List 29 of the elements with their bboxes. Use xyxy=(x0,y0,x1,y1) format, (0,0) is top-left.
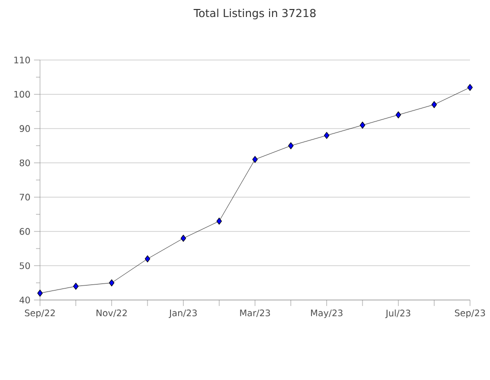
point xyxy=(252,156,258,163)
point xyxy=(180,234,186,242)
y-tick-label: 70 xyxy=(20,194,30,201)
y-tick-label: 110 xyxy=(14,56,30,64)
x-tick-label: May/23 xyxy=(311,310,342,318)
point xyxy=(360,122,366,129)
chart-title: Total Listings in 37218 xyxy=(194,8,316,20)
y-tick-label: 50 xyxy=(20,262,30,270)
y-tick-label: 80 xyxy=(20,159,30,166)
y-tick-label: 60 xyxy=(20,228,30,235)
point xyxy=(37,290,43,297)
x-tick-label: Sep/22 xyxy=(24,310,55,318)
point xyxy=(324,132,330,139)
point xyxy=(108,279,114,286)
point xyxy=(396,111,402,118)
point xyxy=(73,282,79,290)
x-tick-label: Jan/23 xyxy=(168,310,197,318)
x-tick-label: Jul/23 xyxy=(385,310,410,318)
x-tick-label: Nov/22 xyxy=(96,310,127,317)
y-tick-label: 90 xyxy=(20,125,30,132)
x-tick-label: Sep/23 xyxy=(454,310,485,318)
y-tick-label: 40 xyxy=(20,296,30,304)
point xyxy=(467,84,473,91)
point xyxy=(431,101,437,108)
point xyxy=(216,218,222,225)
point xyxy=(144,255,150,262)
x-tick-label: Mar/23 xyxy=(240,310,270,317)
point xyxy=(288,142,294,150)
y-tick-label: 100 xyxy=(14,90,30,98)
